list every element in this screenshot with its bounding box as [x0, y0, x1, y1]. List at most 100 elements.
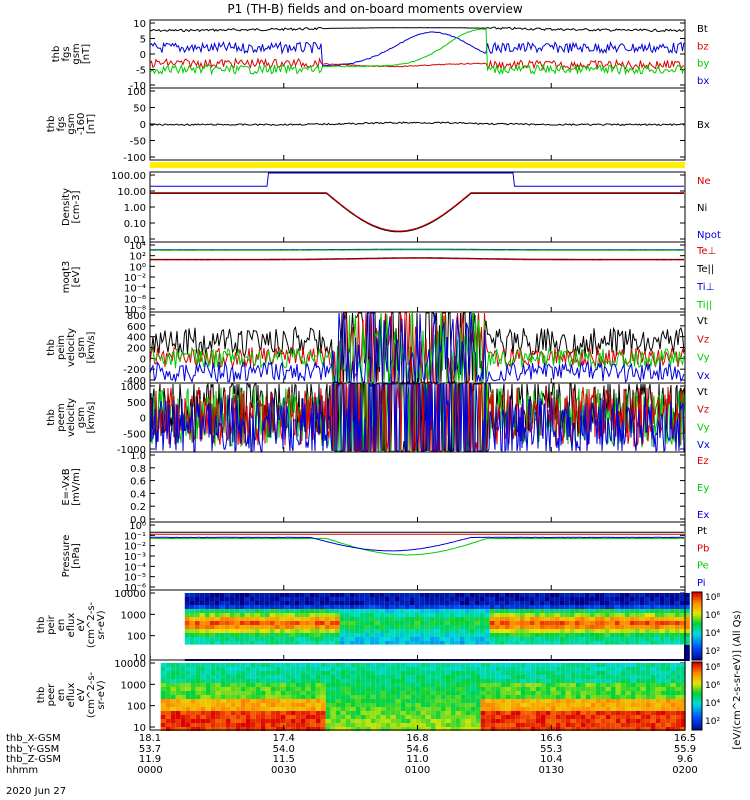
spectrogram-cell: [474, 601, 480, 605]
spectrogram-cell: [535, 667, 541, 671]
spectrogram-cell: [534, 597, 540, 601]
spectrogram-cell: [375, 663, 381, 667]
spectrogram-cell: [199, 641, 205, 645]
spectrogram-cell: [544, 633, 550, 637]
spectrogram-cell: [470, 695, 476, 699]
spectrogram-cell: [535, 699, 541, 703]
spectrogram-cell: [160, 691, 166, 695]
spectrogram-cell: [220, 683, 226, 687]
spectrogram-cell: [610, 683, 616, 687]
spectrogram-cell: [480, 691, 486, 695]
spectrogram-cell: [564, 593, 570, 597]
spectrogram-cell: [589, 625, 595, 629]
spectrogram-cell: [319, 617, 325, 621]
spectrogram-cell: [180, 683, 186, 687]
spectrogram-cell: [239, 601, 245, 605]
spectrogram-cell: [275, 719, 281, 723]
spectrogram-cell: [559, 629, 565, 633]
spectrogram-cell: [235, 683, 241, 687]
spectrogram-cell: [345, 675, 351, 679]
spectrogram-cell: [189, 633, 195, 637]
spectrogram-cell: [450, 687, 456, 691]
spectrogram-cell: [270, 695, 276, 699]
spectrogram-cell: [224, 597, 230, 601]
spectrogram-cell: [654, 629, 660, 633]
spectrogram-cell: [559, 609, 565, 613]
colorbar-cell: [692, 636, 702, 638]
spectrogram-cell: [264, 601, 270, 605]
spectrogram-cell: [255, 663, 261, 667]
spectrogram-cell: [374, 617, 380, 621]
spectrogram-cell: [460, 671, 466, 675]
colorbar-cell: [692, 656, 702, 658]
spectrogram-cell: [385, 723, 391, 727]
legend-Ne: Ne: [697, 176, 711, 187]
spectrogram-cell: [565, 687, 571, 691]
spectrogram-cell: [444, 593, 450, 597]
spectrogram-cell: [250, 707, 256, 711]
spectrogram-cell: [224, 621, 230, 625]
ylabel-line: moqt3: [61, 261, 72, 294]
spectrogram-cell: [545, 695, 551, 699]
spectrogram-cell: [165, 723, 171, 727]
spectrogram-cell: [624, 625, 630, 629]
spectrogram-cell: [229, 629, 235, 633]
spectrogram-cell: [275, 727, 281, 731]
spectrogram-cell: [504, 601, 510, 605]
spectrogram-cell: [214, 605, 220, 609]
spectrogram-cell: [420, 679, 426, 683]
spectrogram-cell: [545, 671, 551, 675]
spectrogram-cell: [250, 687, 256, 691]
spectrogram-cell: [209, 617, 215, 621]
spectrogram-cell: [589, 637, 595, 641]
colorbar-cell: [692, 606, 702, 608]
spectrogram-cell: [555, 667, 561, 671]
spectrogram-cell: [170, 691, 176, 695]
spectrogram-cell: [590, 703, 596, 707]
spectrogram-cell: [280, 691, 286, 695]
spectrogram-cell: [359, 605, 365, 609]
spectrogram-cell: [314, 613, 320, 617]
spectrogram-cell: [565, 703, 571, 707]
spectrogram-cell: [524, 601, 530, 605]
spectrogram-cell: [369, 617, 375, 621]
spectrogram-cell: [555, 675, 561, 679]
colorbar-label: [eV/(cm^2-s-sr-eV)] (All Qs): [732, 610, 743, 749]
spectrogram-cell: [300, 667, 306, 671]
spectrogram-cell: [315, 727, 321, 731]
spectrogram-cell: [339, 633, 345, 637]
spectrogram-cell: [510, 683, 516, 687]
panel-frame: [149, 451, 686, 523]
spectrogram-cell: [430, 691, 436, 695]
spectrogram-cell: [299, 609, 305, 613]
ephemeris-row: thb_X-GSM 18.1 17.4 16.8 16.6 16.5: [6, 733, 706, 745]
spectrogram-cell: [519, 621, 525, 625]
spectrogram-cell: [279, 633, 285, 637]
spectrogram-cell: [569, 601, 575, 605]
spectrogram-cell: [479, 633, 485, 637]
spectrogram-cell: [565, 683, 571, 687]
spectrogram-cell: [445, 715, 451, 719]
spectrogram-cell: [499, 625, 505, 629]
spectrogram-cell: [184, 641, 190, 645]
spectrogram-cell: [205, 707, 211, 711]
spectrogram-cell: [190, 687, 196, 691]
spectrogram-cell: [225, 687, 231, 691]
spectrogram-cell: [199, 593, 205, 597]
spectrogram-cell: [640, 687, 646, 691]
colorbar-tick: 10²: [705, 647, 720, 657]
spectrogram-cell: [240, 711, 246, 715]
spectrogram-cell: [464, 621, 470, 625]
ylabel-line: Density: [61, 188, 72, 226]
spectrogram-cell: [309, 637, 315, 641]
colorbar-cell: [692, 652, 702, 654]
spectrogram-cell: [520, 699, 526, 703]
spectrogram-cell: [569, 621, 575, 625]
spectrogram-cell: [335, 695, 341, 699]
spectrogram-cell: [550, 683, 556, 687]
spectrogram-cell: [274, 621, 280, 625]
spectrogram-cell: [269, 621, 275, 625]
colorbar-cell: [692, 704, 702, 706]
spectrogram-cell: [545, 699, 551, 703]
spectrogram-cell: [494, 637, 500, 641]
